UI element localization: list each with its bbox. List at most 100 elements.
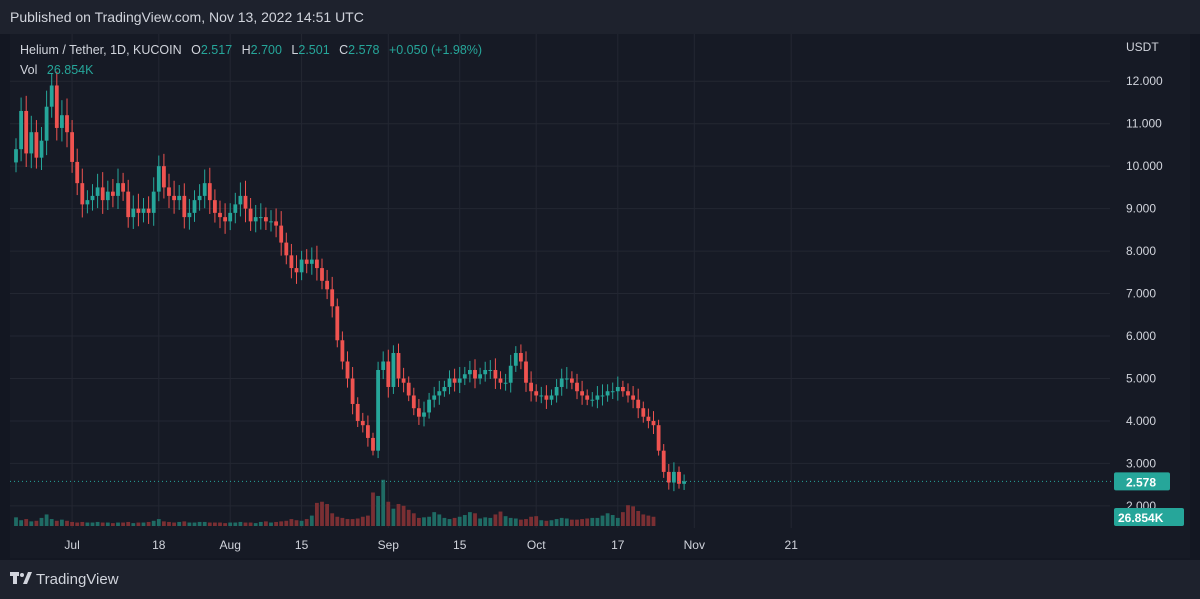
volume-bar	[95, 521, 100, 526]
volume-bar	[411, 513, 416, 526]
candle-body	[564, 378, 569, 380]
candle-body	[330, 289, 335, 307]
candles	[14, 71, 686, 492]
chart-legend: Helium / Tether, 1D, KUCOIN O2.517 H2.70…	[20, 40, 482, 80]
candle-body	[666, 471, 671, 483]
volume-bar	[136, 522, 141, 526]
volume-bar	[258, 521, 263, 526]
volume-bar	[355, 518, 360, 526]
candle-body	[151, 191, 156, 213]
volume-bar	[320, 501, 324, 526]
candle-body	[355, 403, 360, 421]
candle-body	[575, 382, 579, 392]
volume-bar	[131, 523, 136, 526]
volume-bar	[228, 522, 233, 526]
chart-frame[interactable]	[10, 34, 1190, 558]
candle-body	[661, 450, 666, 472]
volume-bar	[417, 517, 421, 526]
low-value: 2.501	[298, 43, 330, 57]
volume-bar	[626, 505, 630, 526]
grid-lines	[10, 34, 1110, 528]
volume-bar	[335, 516, 340, 526]
candle-body	[411, 395, 416, 409]
volume-bar	[366, 515, 370, 526]
volume-bar	[100, 522, 105, 526]
candle-body	[162, 166, 166, 188]
volume-bar	[284, 520, 289, 526]
volume-bar	[126, 521, 131, 526]
volume-bar	[49, 519, 54, 526]
y-tick-label: 9.000	[1126, 202, 1156, 216]
volume-bar	[468, 512, 472, 526]
candle-body	[192, 200, 197, 213]
candle-body	[610, 391, 615, 393]
volume-bar	[167, 521, 171, 526]
candle-body	[672, 471, 676, 483]
candle-body	[554, 386, 559, 396]
volume-bar	[65, 520, 69, 526]
volume-bar	[641, 514, 646, 526]
volume-bar	[325, 504, 329, 526]
candle-body	[39, 140, 44, 158]
volume-bar	[600, 515, 605, 526]
volume-bar	[233, 522, 238, 526]
y-tick-label: 10.000	[1126, 159, 1163, 173]
last-volume-label: 26.854K	[1118, 511, 1164, 525]
volume-bar	[575, 519, 579, 526]
close-key: C	[339, 43, 349, 57]
volume-bar	[146, 521, 151, 526]
volume-bar	[437, 514, 442, 526]
brand-name[interactable]: TradingView	[36, 571, 119, 588]
volume-bar	[350, 519, 355, 526]
volume-bar	[192, 522, 197, 526]
volume-bar	[54, 520, 59, 526]
volume-bar	[462, 515, 467, 526]
volume-bar	[508, 517, 513, 526]
candle-body	[233, 204, 238, 213]
candle-body	[656, 425, 661, 451]
tradingview-logo-icon[interactable]	[10, 572, 32, 586]
candle-body	[442, 386, 447, 392]
candle-body	[269, 221, 273, 223]
y-tick-label: 3.000	[1126, 456, 1156, 470]
volume-bar	[90, 522, 95, 526]
volume-bar	[315, 502, 319, 526]
candle-body	[391, 353, 396, 387]
volume-bar	[162, 521, 166, 526]
candle-body	[406, 382, 411, 396]
y-tick-label: 7.000	[1126, 287, 1156, 301]
volume-bar	[75, 522, 80, 526]
candle-body	[452, 378, 457, 383]
volume-bar	[529, 516, 533, 526]
candle-body	[585, 395, 590, 400]
volume-key: Vol	[20, 63, 38, 77]
volume-bar	[401, 505, 406, 526]
volume-bar	[605, 513, 610, 526]
y-axis: 2.0003.0004.0005.0006.0007.0008.0009.000…	[1126, 40, 1163, 513]
volume-bar	[294, 520, 299, 526]
candle-body	[126, 191, 131, 218]
volume-bar	[646, 515, 651, 526]
candle-body	[340, 340, 345, 362]
volume-bar	[457, 516, 462, 526]
candle-body	[483, 369, 488, 375]
volume-bar	[238, 521, 243, 526]
volume-bar	[223, 523, 227, 526]
volume-bar	[330, 513, 335, 526]
symbol-label[interactable]: Helium / Tether, 1D, KUCOIN	[20, 43, 182, 57]
volume-bar	[243, 522, 248, 526]
volume-bar	[610, 515, 615, 526]
candle-body	[468, 369, 472, 375]
volume-bar	[615, 517, 620, 526]
candle-body	[95, 187, 100, 196]
candle-body	[544, 395, 549, 400]
candle-body	[677, 471, 681, 484]
volume-bar	[80, 521, 85, 526]
x-tick-label: 15	[295, 538, 309, 552]
candle-body	[350, 378, 355, 404]
candle-body	[264, 217, 268, 222]
candle-body	[488, 369, 493, 371]
volume-bar	[253, 523, 258, 526]
last-volume-badge	[1114, 508, 1184, 526]
